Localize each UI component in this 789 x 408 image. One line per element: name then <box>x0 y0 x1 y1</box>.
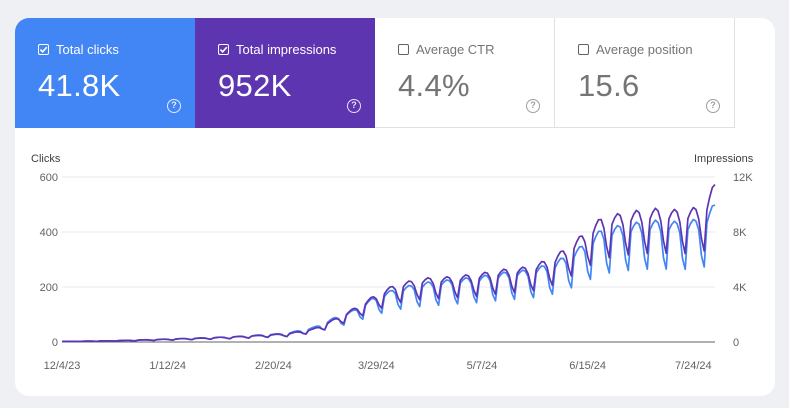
checkbox-checked-icon[interactable] <box>218 44 229 55</box>
help-icon[interactable]: ? <box>167 99 181 113</box>
performance-chart[interactable]: 0 0 200 4K 400 8K 600 12K 12/4/23 1/12/24 2/20/24 3… <box>15 18 775 396</box>
metric-value: 4.4% <box>398 68 470 103</box>
right-tick-label: 4K <box>733 282 747 294</box>
checkbox-unchecked-icon[interactable] <box>578 44 589 55</box>
help-icon[interactable]: ? <box>706 99 720 113</box>
series-line-clicks <box>62 204 716 343</box>
left-tick-label: 400 <box>40 227 58 239</box>
right-axis-title: Impressions <box>694 153 754 165</box>
metric-value: 952K <box>218 68 292 103</box>
x-tick-label: 2/20/24 <box>255 360 292 372</box>
metric-tabs: Total clicks 41.8K ? Total impressions 9… <box>15 18 735 128</box>
left-tick-label: 0 <box>52 337 58 349</box>
help-icon[interactable]: ? <box>347 99 361 113</box>
x-tick-label: 3/29/24 <box>358 360 395 372</box>
help-icon[interactable]: ? <box>526 99 540 113</box>
metric-value: 41.8K <box>38 68 121 103</box>
metric-label: Average position <box>596 42 693 57</box>
x-tick-label: 7/24/24 <box>675 360 712 372</box>
metric-label: Average CTR <box>416 42 495 57</box>
metric-tab-average-position[interactable]: Average position 15.6 ? <box>555 18 735 128</box>
metric-label: Total impressions <box>236 42 337 57</box>
x-tick-label: 6/15/24 <box>569 360 606 372</box>
checkbox-unchecked-icon[interactable] <box>398 44 409 55</box>
metric-tab-average-ctr[interactable]: Average CTR 4.4% ? <box>375 18 555 128</box>
metric-tab-total-impressions[interactable]: Total impressions 952K ? <box>195 18 375 128</box>
right-tick-label: 0 <box>733 337 739 349</box>
right-tick-label: 8K <box>733 227 747 239</box>
left-tick-label: 600 <box>40 172 58 184</box>
left-axis-title: Clicks <box>31 153 61 165</box>
metric-tab-total-clicks[interactable]: Total clicks 41.8K ? <box>15 18 195 128</box>
right-tick-label: 12K <box>733 172 753 184</box>
x-tick-label: 5/7/24 <box>467 360 498 372</box>
left-tick-label: 200 <box>40 282 58 294</box>
series-line-impressions <box>62 184 716 343</box>
performance-card: Total clicks 41.8K ? Total impressions 9… <box>15 18 775 396</box>
x-tick-label: 1/12/24 <box>149 360 186 372</box>
x-tick-label: 12/4/23 <box>44 360 81 372</box>
checkbox-checked-icon[interactable] <box>38 44 49 55</box>
metric-label: Total clicks <box>56 42 119 57</box>
metric-value: 15.6 <box>578 68 640 103</box>
